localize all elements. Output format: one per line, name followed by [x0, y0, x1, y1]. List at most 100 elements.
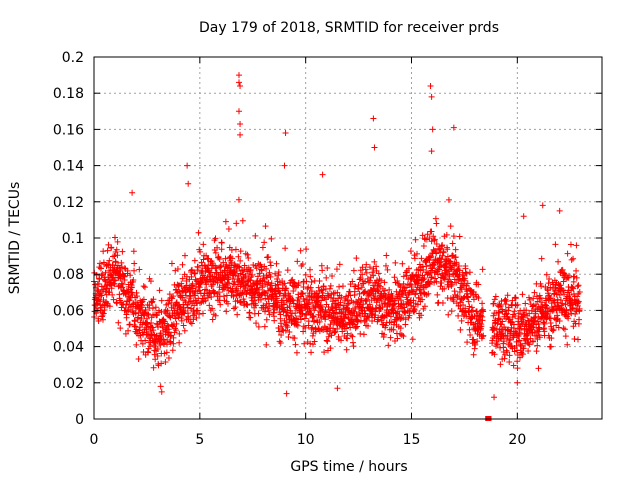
data-point: [575, 282, 582, 289]
data-point: [568, 256, 575, 263]
data-point: [507, 335, 514, 342]
data-point: [503, 347, 510, 354]
data-point: [503, 298, 510, 305]
y-tick-label: 0.14: [53, 159, 84, 175]
data-point: [235, 72, 242, 79]
data-point: [344, 300, 351, 307]
data-point: [371, 258, 378, 265]
data-point: [319, 267, 326, 274]
data-point: [303, 278, 310, 285]
data-point: [530, 324, 537, 331]
data-point: [433, 220, 440, 227]
data-point: [548, 335, 555, 342]
data-point: [315, 293, 322, 300]
data-point: [181, 327, 188, 334]
data-point: [441, 285, 448, 292]
data-point: [106, 303, 113, 310]
data-point: [452, 254, 459, 261]
data-point: [228, 288, 235, 295]
data-point: [186, 293, 193, 300]
data-point: [243, 301, 250, 308]
data-point: [102, 269, 109, 276]
data-point: [563, 307, 570, 314]
data-point: [212, 265, 219, 272]
data-point: [195, 264, 202, 271]
data-point: [266, 269, 273, 276]
data-point: [445, 311, 452, 318]
data-point: [119, 301, 126, 308]
data-point: [145, 349, 152, 356]
data-point: [132, 310, 139, 317]
data-point: [165, 300, 172, 307]
data-point: [359, 264, 366, 271]
data-point: [352, 323, 359, 330]
data-point: [319, 171, 326, 178]
data-point: [129, 189, 136, 196]
data-point: [334, 385, 341, 392]
data-point: [173, 320, 180, 327]
data-point: [336, 283, 343, 290]
data-point: [565, 311, 572, 318]
data-point: [339, 283, 346, 290]
data-point: [230, 293, 237, 300]
data-point: [574, 293, 581, 300]
data-point: [415, 271, 422, 278]
data-point: [306, 305, 313, 312]
data-point: [528, 307, 535, 314]
data-point: [362, 266, 369, 273]
data-point: [307, 340, 314, 347]
data-point: [428, 228, 435, 235]
data-point: [223, 308, 230, 315]
data-point: [218, 239, 225, 246]
data-point: [163, 349, 170, 356]
data-point: [293, 315, 300, 322]
data-point: [234, 311, 241, 318]
data-point: [566, 272, 573, 279]
data-point: [504, 292, 511, 299]
data-point: [415, 295, 422, 302]
data-point: [235, 79, 242, 86]
data-point: [363, 261, 370, 268]
data-point: [263, 341, 270, 348]
data-point: [192, 270, 199, 277]
data-point: [236, 298, 243, 305]
data-point: [307, 284, 314, 291]
data-point: [464, 339, 471, 346]
data-point: [114, 252, 121, 259]
data-point: [491, 394, 498, 401]
data-point: [415, 279, 422, 286]
data-point: [341, 314, 348, 321]
data-point: [519, 351, 526, 358]
data-point: [148, 320, 155, 327]
x-tick-label: 5: [195, 432, 204, 448]
data-point: [221, 267, 228, 274]
data-point: [362, 278, 369, 285]
data-point: [364, 323, 371, 330]
data-point: [287, 313, 294, 320]
data-point: [491, 351, 498, 358]
data-point: [170, 340, 177, 347]
data-point: [285, 312, 292, 319]
data-point: [220, 293, 227, 300]
data-point: [304, 301, 311, 308]
data-point: [343, 346, 350, 353]
data-point: [497, 302, 504, 309]
data-point: [357, 311, 364, 318]
data-points: [91, 72, 583, 421]
data-point: [244, 302, 251, 309]
data-point: [366, 314, 373, 321]
data-point: [492, 293, 499, 300]
data-point: [123, 314, 130, 321]
data-point: [244, 251, 251, 258]
data-point: [395, 280, 402, 287]
data-point: [571, 335, 578, 342]
data-point: [188, 320, 195, 327]
x-tick-label: 0: [90, 432, 99, 448]
data-point: [199, 310, 206, 317]
data-point: [347, 292, 354, 299]
data-point: [447, 223, 454, 230]
data-point: [497, 361, 504, 368]
data-point: [405, 265, 412, 272]
data-point: [501, 355, 508, 362]
data-point: [363, 269, 370, 276]
